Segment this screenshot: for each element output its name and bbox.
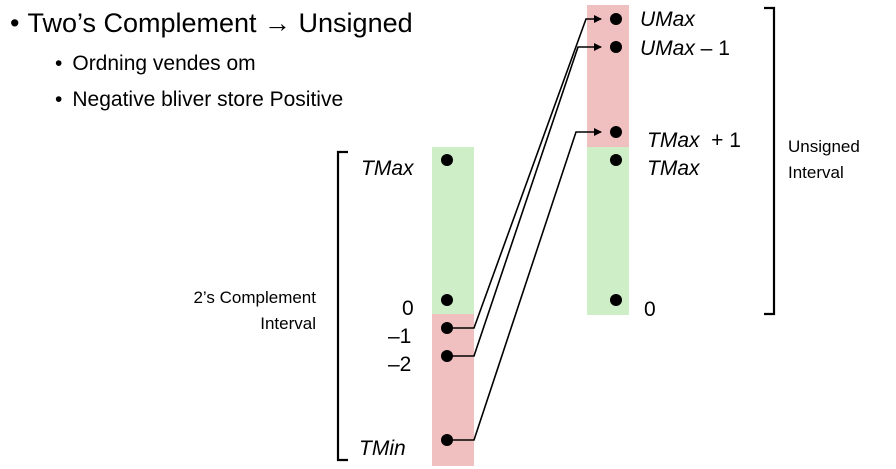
bullet-main-text: Two’s Complement → Unsigned bbox=[27, 8, 413, 38]
connector-minus1-to-umax bbox=[447, 15, 602, 329]
dot-right-tmax bbox=[610, 154, 622, 166]
bullet-sub-1: • Ordning vendes om bbox=[55, 52, 256, 75]
right-interval-title-line1: Unsigned bbox=[788, 137, 860, 156]
right-interval-title: Unsigned Interval bbox=[788, 134, 860, 186]
dot-left-tmax bbox=[441, 154, 453, 166]
label-left-minus1: –1 bbox=[388, 325, 412, 348]
left-interval-title: 2’s Complement Interval bbox=[193, 285, 316, 337]
right-bracket bbox=[764, 6, 776, 316]
dot-left-minus2 bbox=[441, 350, 453, 362]
label-right-tmax-plus1: TMax + 1 bbox=[647, 129, 741, 153]
dot-right-tmax-plus1 bbox=[610, 126, 622, 138]
bullet-sub-2: • Negative bliver store Positive bbox=[55, 88, 344, 111]
label-right-umax: UMax bbox=[640, 8, 695, 31]
label-left-minus2: –2 bbox=[388, 353, 412, 376]
left-bracket bbox=[336, 150, 348, 462]
left-interval-title-line2: Interval bbox=[260, 314, 316, 333]
label-right-umax-minus1-suffix: – 1 bbox=[694, 37, 730, 60]
label-right-umax-minus1-name: UMax bbox=[640, 37, 695, 60]
dot-right-zero bbox=[610, 294, 622, 306]
right-negative-region bbox=[587, 5, 629, 147]
label-right-umax-minus1: UMax – 1 bbox=[640, 37, 730, 61]
bullet-main: • Two’s Complement → Unsigned bbox=[10, 8, 413, 38]
label-right-tmax-plus1-name: TMax bbox=[647, 129, 700, 152]
dot-left-zero bbox=[441, 294, 453, 306]
label-right-zero: 0 bbox=[644, 298, 656, 321]
label-left-zero: 0 bbox=[402, 297, 414, 320]
dot-left-tmin bbox=[441, 434, 453, 446]
bullet-sub-1-text: Ordning vendes om bbox=[72, 52, 256, 75]
left-interval-title-line1: 2’s Complement bbox=[193, 288, 316, 307]
left-negative-region bbox=[432, 314, 474, 466]
connector-tmin-to-tmax-plus1 bbox=[447, 128, 602, 441]
right-positive-region bbox=[587, 147, 629, 315]
right-interval-title-line2: Interval bbox=[788, 163, 844, 182]
label-left-tmax: TMax bbox=[361, 157, 414, 180]
left-positive-region bbox=[432, 147, 474, 314]
connector-minus2-to-umax-minus1 bbox=[447, 43, 602, 357]
dot-left-minus1 bbox=[441, 322, 453, 334]
dot-right-umax-minus1 bbox=[610, 41, 622, 53]
dot-right-umax bbox=[610, 13, 622, 25]
bullet-sub-2-text: Negative bliver store Positive bbox=[72, 88, 344, 111]
label-right-tmax: TMax bbox=[647, 157, 700, 180]
label-right-tmax-plus1-suffix: + 1 bbox=[699, 129, 741, 152]
label-left-tmin: TMin bbox=[359, 437, 406, 460]
